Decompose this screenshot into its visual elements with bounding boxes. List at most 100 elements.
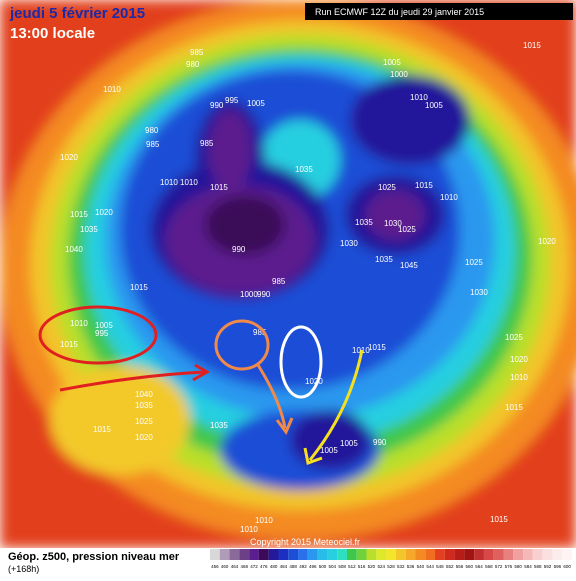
isobar-label: 1005 [425, 101, 443, 110]
colorbar-label: 592 [544, 564, 552, 569]
colorbar-label: 548 [436, 564, 444, 569]
isobar-label: 990 [210, 101, 224, 110]
orange-circle [214, 319, 270, 371]
isobar-label: 1020 [135, 433, 153, 442]
colorbar-cell [552, 549, 563, 560]
colorbar-cell [366, 549, 377, 560]
isobar-label: 1040 [65, 245, 83, 254]
orange-arrow [256, 364, 287, 429]
colorbar-label: 460 [221, 564, 229, 569]
isobar-label: 1020 [305, 377, 323, 386]
isobar-label: 1005 [320, 446, 338, 455]
colorbar-label: 560 [466, 564, 474, 569]
colorbar-cell [249, 549, 259, 560]
isobar-label: 1015 [490, 515, 508, 524]
colorbar-cell [405, 549, 416, 560]
red-arrow [59, 370, 206, 392]
isobar-label: 1025 [465, 258, 483, 267]
isobar-label: 980 [145, 126, 159, 135]
colorbar-label: 544 [426, 564, 434, 569]
isobar-label: 1015 [93, 425, 111, 434]
isobar-label: 1035 [295, 165, 313, 174]
isobar-label: 1005 [95, 321, 113, 330]
colorbar-label: 536 [407, 564, 415, 569]
colorbar-label: 496 [309, 564, 317, 569]
isobar-label: 1000 [390, 70, 408, 79]
isobar-label: 1015 [130, 283, 148, 292]
colorbar-cell [464, 549, 475, 560]
colorbar-label: 520 [368, 564, 376, 569]
isobar-label: 1015 [60, 340, 78, 349]
colorbar-cell [425, 549, 436, 560]
colorbar-cell [278, 549, 289, 560]
colorbar-label: 468 [240, 564, 248, 569]
colorbar-cell [229, 549, 240, 560]
colorbar-cell [562, 549, 572, 560]
colorbar-label: 568 [485, 564, 493, 569]
isobar-label: 1005 [247, 99, 265, 108]
isobar-label: 985 [272, 277, 286, 286]
isobar-labels: 985 980 1010 1015 1000 1005 1010 1005 995 1005 990… [60, 41, 556, 534]
time: 13:00 locale [10, 25, 95, 42]
colorbar-label: 596 [554, 564, 562, 569]
yellow-arrow [308, 349, 364, 461]
annotations [38, 305, 364, 465]
colorbar-cell [288, 549, 299, 560]
colorbar-label: 484 [280, 564, 288, 569]
colorbar-label: 512 [348, 564, 356, 569]
colorbar-label: 584 [524, 564, 532, 569]
colorbar-cell [503, 549, 514, 560]
colorbar-cell [258, 549, 269, 560]
isobar-label: 985 [253, 328, 267, 337]
run: Run ECMWF 12Z du jeudi 29 janvier 2015 [315, 7, 484, 17]
colorbar-label: 456 [211, 564, 219, 569]
colorbar-label: 576 [505, 564, 513, 569]
isobar-label: 1010 [180, 178, 198, 187]
white-ellipse [279, 325, 323, 399]
colorbar: 456 460 464 468 472 476 480 484 488 492 496 500 504 5… [210, 549, 572, 569]
colorbar-label: 504 [329, 564, 337, 569]
isobar-label: 1010 [510, 373, 528, 382]
colorbar-cell [474, 549, 484, 560]
isobar-label: 1035 [375, 255, 393, 264]
footer-lead: (+168h) [8, 564, 39, 574]
colorbar-label: 552 [446, 564, 454, 569]
colorbar-label: 588 [534, 564, 542, 569]
colorbar-label: 492 [299, 564, 307, 569]
colorbar-cell [317, 549, 328, 560]
colorbar-cell [376, 549, 387, 560]
colorbar-cell [513, 549, 524, 560]
date: jeudi 5 février 2015 [9, 5, 145, 22]
colorbar-cell [337, 549, 347, 560]
isobar-label: 1015 [505, 403, 523, 412]
isobar-label: 1000 [240, 290, 258, 299]
isobar-label: 1025 [505, 333, 523, 342]
footer-title: Géop. z500, pression niveau mer [8, 551, 180, 563]
colorbar-cell [307, 549, 318, 560]
isobar-label: 980 [186, 60, 200, 69]
colorbar-cell [239, 549, 250, 560]
colorbar-label: 480 [270, 564, 278, 569]
colorbar-label: 564 [475, 564, 483, 569]
isobar-label: 1020 [60, 153, 78, 162]
isobar-label: 1015 [415, 181, 433, 190]
copyright: Copyright 2015 Meteociel.fr [250, 537, 360, 547]
colorbar-label: 500 [319, 564, 327, 569]
isobar-label: 1030 [340, 239, 358, 248]
run-box [305, 3, 573, 20]
red-arrowhead [192, 363, 210, 382]
colorbar-label: 556 [456, 564, 464, 569]
isobar-label: 1005 [340, 439, 358, 448]
isobar-label: 1015 [70, 210, 88, 219]
isobar-label: 1010 [103, 85, 121, 94]
isobar-label: 1025 [135, 417, 153, 426]
colorbar-cell [395, 549, 406, 560]
isobar-label: 985 [190, 48, 204, 57]
isobar-label: 990 [257, 290, 271, 299]
isobar-label: 1010 [160, 178, 178, 187]
isobar-label: 985 [200, 139, 214, 148]
isobar-label: 1010 [70, 319, 88, 328]
isobar-label: 995 [225, 96, 239, 105]
isobar-label: 1030 [384, 219, 402, 228]
